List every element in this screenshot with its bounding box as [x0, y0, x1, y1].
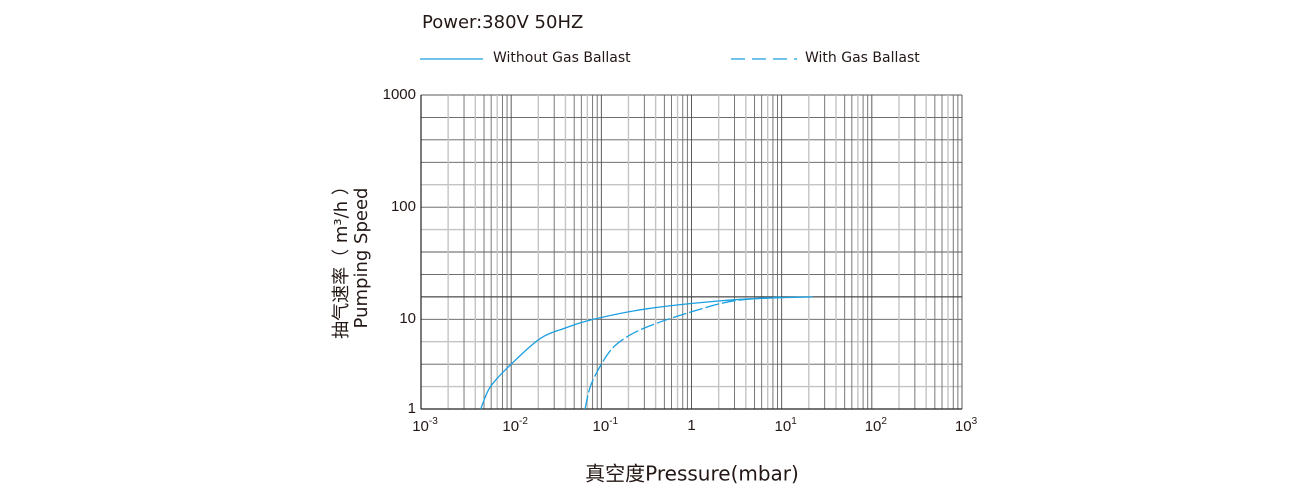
series-with-gas-ballast: [584, 296, 781, 410]
x-tick-base: 1: [687, 417, 696, 434]
y-tick-label: 1000: [382, 86, 416, 103]
y-tick-label: 100: [390, 198, 416, 216]
x-tick-exponent: 3: [971, 416, 978, 427]
x-tick-label: 102: [864, 416, 887, 435]
x-tick-exponent: -3: [428, 416, 438, 427]
y-axis-title-cn: 抽气速率（ m³/h ）: [331, 177, 352, 339]
legend-label-with-ballast: With Gas Ballast: [805, 50, 920, 66]
x-tick-label: 10-3: [412, 416, 438, 435]
curves: [480, 296, 813, 410]
y-tick-label: 1: [407, 400, 416, 417]
x-tick-base: 10: [864, 418, 882, 435]
x-axis-title: 真空度Pressure(mbar): [585, 461, 799, 486]
x-tick-exponent: 1: [791, 416, 797, 427]
y-tick-label: 10: [399, 310, 416, 328]
x-tick-label: 10-1: [592, 416, 619, 435]
power-label: Power:380V 50HZ: [422, 12, 584, 33]
x-tick-exponent: -2: [519, 416, 528, 427]
grid: [420, 94, 963, 410]
x-tick-exponent: -1: [609, 416, 619, 427]
series-without-gas-ballast: [480, 296, 813, 410]
x-tick-base: 10: [954, 418, 972, 435]
y-axis-title-en: Pumping Speed: [351, 187, 372, 329]
x-tick-exponent: 2: [881, 416, 887, 427]
x-tick-label: 101: [774, 416, 797, 435]
x-tick-base: 10: [502, 418, 520, 435]
x-tick-base: 10: [592, 418, 610, 435]
legend-label-without-ballast: Without Gas Ballast: [493, 50, 631, 66]
x-tick-base: 10: [774, 418, 792, 435]
y-axis-title: 抽气速率（ m³/h ） Pumping Speed: [331, 177, 372, 339]
x-tick-label: 10-2: [502, 416, 528, 435]
x-tick-label: 103: [954, 416, 978, 435]
x-tick-label: 1: [687, 417, 695, 434]
x-tick-base: 10: [412, 418, 429, 435]
